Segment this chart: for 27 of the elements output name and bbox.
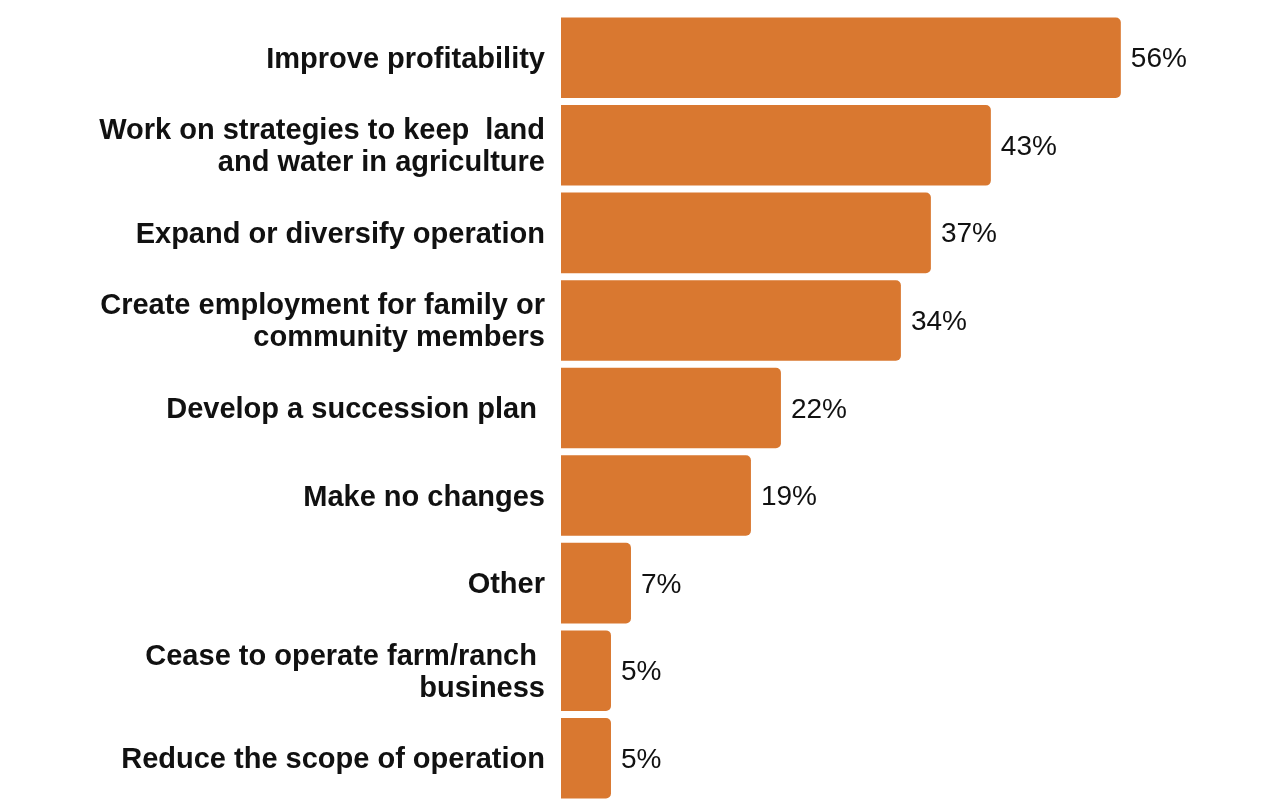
bar xyxy=(561,717,611,799)
y-tick-label: Cease to operate farm/ranch business xyxy=(145,638,545,703)
data-label: 5% xyxy=(620,742,662,774)
bar xyxy=(561,367,781,449)
y-tick-label: Make no changes xyxy=(303,479,545,512)
data-label: 5% xyxy=(620,655,662,687)
bar xyxy=(561,280,901,361)
bar xyxy=(561,192,931,274)
y-tick-label: Improve profitability xyxy=(266,41,545,74)
data-label: 34% xyxy=(910,304,967,336)
data-label: 56% xyxy=(1130,42,1187,74)
bar xyxy=(561,542,631,624)
y-tick-label: Create employment for family or community members xyxy=(100,288,545,353)
bar xyxy=(561,630,611,711)
y-tick-label: Work on strategies to keep land and water in agriculture xyxy=(99,113,545,178)
bar xyxy=(561,17,1121,99)
bar xyxy=(561,105,991,186)
bar xyxy=(561,455,751,536)
data-label: 19% xyxy=(760,480,817,512)
y-tick-label: Reduce the scope of operation xyxy=(121,742,545,775)
y-tick-label: Develop a succession plan xyxy=(166,392,545,424)
data-label: 7% xyxy=(640,567,682,599)
data-label: 22% xyxy=(790,392,847,424)
y-tick-label: Expand or diversify operation xyxy=(135,216,545,249)
y-tick-label: Other xyxy=(467,567,545,600)
data-label: 43% xyxy=(1000,129,1057,161)
data-label: 37% xyxy=(940,217,997,249)
